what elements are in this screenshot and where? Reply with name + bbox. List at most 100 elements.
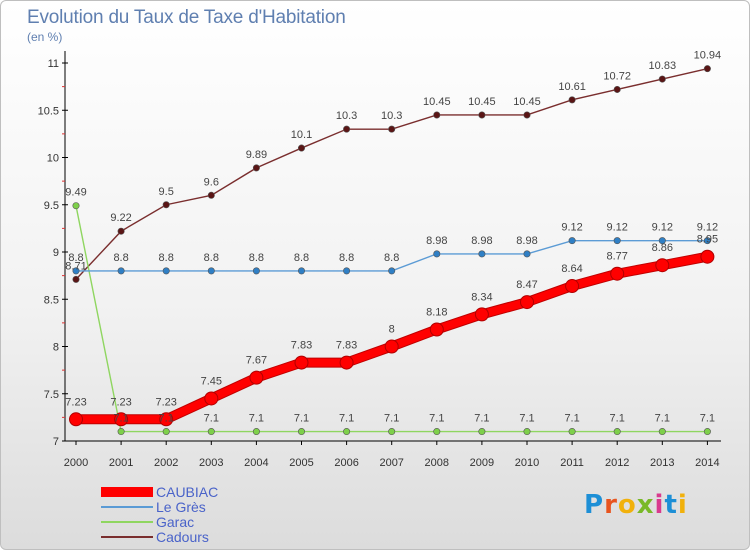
brand-letter: r [604,490,618,520]
data-point-cadours [478,111,486,119]
data-point-caubiac [565,279,580,294]
data-label-le-gr-s: 8.8 [113,252,128,264]
x-tick-label: 2001 [109,457,133,469]
data-label-le-gr-s: 9.12 [652,222,673,234]
data-label-caubiac: 7.83 [336,340,357,352]
data-label-le-gr-s: 8.8 [159,252,174,264]
x-tick-label: 2002 [154,457,178,469]
y-tick-label: 7 [53,436,59,448]
data-point-caubiac [249,370,264,385]
data-point-cadours [703,65,711,73]
data-label-garac: 7.1 [519,413,534,425]
data-point-caubiac [204,391,219,406]
data-label-le-gr-s: 8.8 [68,252,83,264]
x-tick-label: 2014 [695,457,719,469]
legend-swatch-garac [101,521,153,523]
data-label-le-gr-s: 8.8 [384,252,399,264]
data-point-garac [703,428,711,436]
data-point-cadours [162,201,170,209]
data-label-caubiac: 8.47 [516,279,537,291]
chart-subtitle: (en %) [27,30,63,44]
data-point-garac [388,428,396,436]
data-point-le-gr-s [613,237,621,245]
data-point-cadours [207,191,215,199]
data-label-le-gr-s: 8.8 [294,252,309,264]
data-label-caubiac: 7.23 [155,396,176,408]
data-label-cadours: 10.45 [423,96,451,108]
data-point-cadours [72,275,80,283]
data-label-garac: 7.1 [384,413,399,425]
x-tick-label: 2011 [560,457,584,469]
y-tick-label: 10.5 [38,105,59,117]
x-tick-label: 2003 [199,457,223,469]
data-point-caubiac [610,266,625,281]
data-label-caubiac: 8.86 [652,242,673,254]
data-label-le-gr-s: 8.98 [516,235,537,247]
data-label-garac: 7.1 [113,413,128,425]
proxiti-logo: Proxiti [584,490,688,520]
data-point-le-gr-s [523,250,531,258]
series-line-caubiac-shadow [71,251,713,425]
data-point-le-gr-s [343,267,351,275]
data-point-le-gr-s [433,250,441,258]
data-point-garac [297,428,305,436]
data-label-cadours: 9.89 [246,149,267,161]
data-point-le-gr-s [568,237,576,245]
x-tick-label: 2010 [515,457,539,469]
data-label-caubiac: 8.34 [471,291,492,303]
data-point-garac [207,428,215,436]
data-label-garac: 7.1 [700,413,715,425]
data-point-cadours [568,96,576,104]
legend-swatch-caubiac [101,487,153,497]
data-point-garac [72,202,80,210]
data-point-caubiac [114,412,129,427]
y-tick-label: 9 [53,247,59,259]
legend-label-cadours: Cadours [156,529,209,545]
data-label-garac: 7.1 [339,413,354,425]
x-tick-label: 2000 [64,457,88,469]
data-label-cadours: 10.61 [558,81,586,93]
x-tick-label: 2008 [425,457,449,469]
y-tick-label: 8 [53,342,59,354]
y-tick-label: 11 [48,58,59,70]
data-label-cadours: 10.45 [513,96,541,108]
data-labels: 7.23 7.23 7.23 7.45 7.67 7.83 7.83 8 8.18 8.34 8.4… [65,50,721,425]
data-label-garac: 9.49 [65,187,86,199]
brand-letter: i [677,490,688,520]
x-tick-label: 2005 [289,457,313,469]
chart-title: Evolution du Taux de Taxe d'Habitation [27,7,346,28]
y-tick-label: 8.5 [44,294,59,306]
data-point-caubiac [294,355,309,370]
legend-label-garac: Garac [156,514,195,530]
data-label-cadours: 10.3 [336,110,357,122]
data-label-le-gr-s: 9.12 [697,222,718,234]
data-point-cadours [388,125,396,133]
data-point-garac [343,428,351,436]
data-point-cadours [297,144,305,152]
brand-letter: x [636,490,655,520]
data-point-caubiac [159,412,174,427]
legend-label-le-gres: Le Grès [156,499,206,515]
legend-swatch-le-gres [101,506,153,508]
data-label-cadours: 10.94 [694,50,722,62]
data-label-le-gr-s: 8.8 [204,252,219,264]
data-label-caubiac: 7.67 [246,355,267,367]
data-point-caubiac [69,412,83,427]
y-tick-label: 7.5 [44,389,59,401]
data-label-le-gr-s: 9.12 [606,222,627,234]
brand-letter: o [617,490,637,520]
data-point-garac [568,428,576,436]
brand-letter: i [654,490,665,520]
chart-axes: 7 7.5 8 8.5 9 9.5 10 10.5 11 2000 2001 2002 2003 2004… [38,51,721,469]
data-label-cadours: 9.22 [110,212,131,224]
data-label-cadours: 10.1 [291,129,312,141]
data-label-caubiac: 8.18 [426,306,447,318]
data-point-caubiac [429,322,444,337]
data-point-caubiac [655,258,670,273]
data-point-cadours [613,85,621,93]
data-point-le-gr-s [162,267,170,275]
series-line-caubiac [72,252,712,424]
data-point-le-gr-s [297,267,305,275]
x-tick-label: 2007 [379,457,403,469]
